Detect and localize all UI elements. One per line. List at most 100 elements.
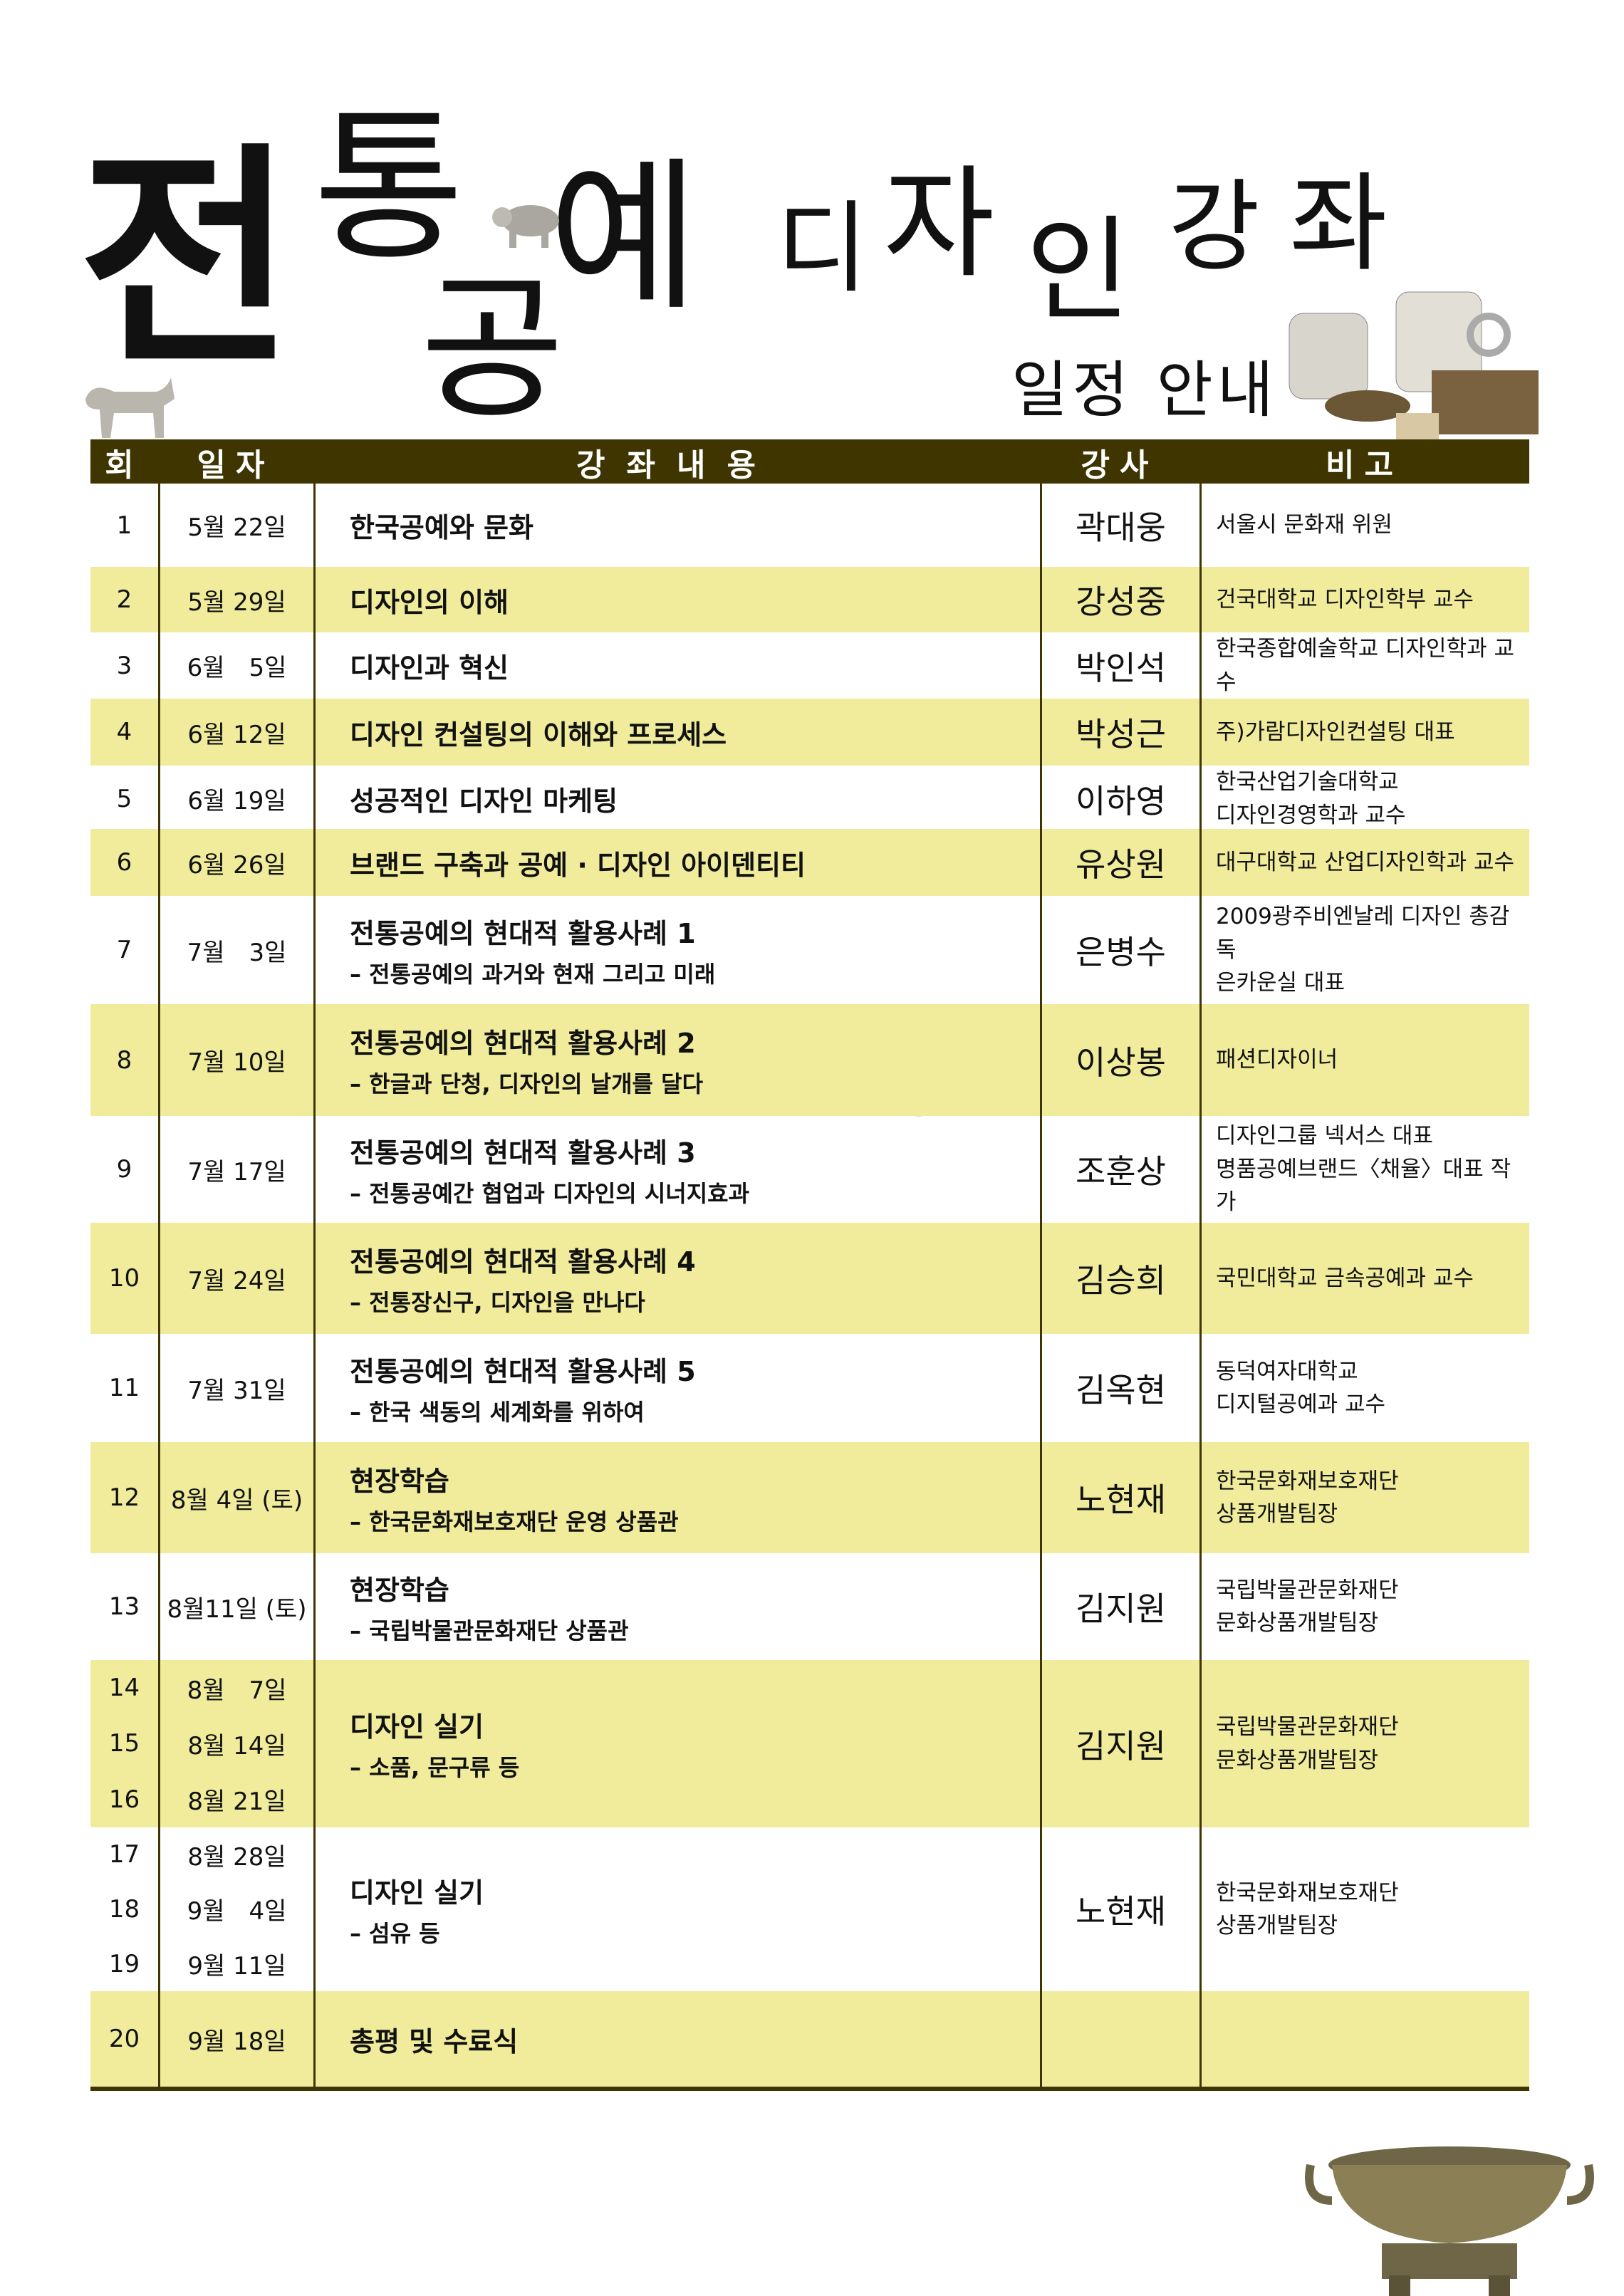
lecturer-affiliation: 국민대학교 금속공예과 교수	[1216, 1265, 1474, 1291]
row-note-cell	[1199, 1991, 1529, 2087]
table-row: 9 7월 17일 전통공예의 현대적 활용사례 3 – 전통공예간 협업과 디자인의 …	[90, 1116, 1529, 1223]
title-char: 디	[776, 191, 868, 307]
lecturer-affiliation: 국립박물관문화재단	[1216, 1577, 1399, 1603]
row-number-cell: 5	[90, 766, 158, 832]
row-lecturer-cell: 이상봉	[1040, 1004, 1199, 1116]
cups-icon	[1289, 291, 1539, 442]
row-date-cell: 7월 31일	[158, 1334, 313, 1442]
row-number-cell: 4	[90, 699, 158, 766]
lecture-title: 전통공예의 현대적 활용사례 5	[350, 1355, 696, 1387]
lecture-title: 현장학습	[350, 1465, 449, 1497]
row-date: 7월 10일	[187, 1048, 286, 1077]
title-char: 인	[1026, 204, 1131, 337]
row-note-cell: 한국문화재보호재단 상품개발팀장	[1199, 1442, 1529, 1553]
row-lecturer-cell: 유상원	[1040, 829, 1199, 896]
row-date: 8월 14일	[187, 1731, 286, 1760]
row-number: 15	[108, 1729, 140, 1758]
lecturer-affiliation: 서울시 문화재 위원	[1216, 512, 1393, 538]
row-date-cell: 6월 26일	[158, 829, 313, 896]
lecturer-name: 조훈상	[1076, 1152, 1166, 1191]
row-note-cell: 2009광주비엔날레 디자인 총감독 은카운실 대표	[1199, 896, 1529, 1004]
lecturer-name: 노현재	[1076, 1481, 1166, 1519]
row-lecturer-cell: 김옥현	[1040, 1334, 1199, 1442]
table-row: 12 8월 4일 (토) 현장학습 – 한국문화재보호재단 운영 상품관 노현재 한국문화…	[90, 1442, 1529, 1553]
table-row: 3 6월 5일 디자인과 혁신 박인석 한국종합예술학교 디자인학과 교수	[90, 632, 1529, 699]
row-date: 7월 31일	[187, 1376, 286, 1405]
row-number: 20	[108, 2025, 140, 2053]
row-note-cell: 건국대학교 디자인학부 교수	[1199, 567, 1529, 632]
lecture-title: 전통공예의 현대적 활용사례 1	[350, 917, 696, 949]
row-content-cell: 전통공예의 현대적 활용사례 1 – 전통공예의 과거와 현재 그리고 미래	[313, 896, 1040, 1004]
lecture-subtitle: – 전통장신구, 디자인을 만나다	[350, 1288, 645, 1316]
title-char: 예	[548, 143, 699, 333]
row-date-cell: 7월 3일	[158, 896, 313, 1004]
row-date: 8월 21일	[187, 1788, 286, 1817]
lecture-title: 전통공예의 현대적 활용사례 2	[350, 1028, 696, 1059]
row-note-cell: 국민대학교 금속공예과 교수	[1199, 1223, 1529, 1334]
row-content-cell: 디자인 실기 – 섬유 등	[313, 1827, 1040, 1991]
lecture-title: 브랜드 구축과 공예 · 디자인 아이덴티티	[350, 849, 806, 881]
row-date: 8월11일 (토)	[167, 1595, 307, 1624]
row-lecturer-cell: 노현재	[1040, 1442, 1199, 1553]
lecture-title: 디자인의 이해	[350, 586, 509, 618]
row-date-cell: 6월 12일	[158, 699, 313, 766]
row-date: 8월 4일 (토)	[170, 1486, 303, 1515]
row-content-cell: 디자인의 이해	[313, 567, 1040, 632]
lecture-title: 전통공예의 현대적 활용사례 4	[350, 1246, 696, 1278]
lecturer-name: 김지원	[1076, 1726, 1166, 1765]
row-number-cell: 6	[90, 829, 158, 896]
lecture-subtitle: – 전통공예의 과거와 현재 그리고 미래	[350, 960, 716, 988]
row-lecturer-cell	[1040, 1991, 1199, 2087]
row-content-cell: 한국공예와 문화	[313, 484, 1040, 567]
lecturer-affiliation: 명품공예브랜드〈채율〉대표 작가	[1216, 1156, 1511, 1216]
row-number-cell: 2	[90, 567, 158, 632]
row-content-cell: 총평 및 수료식	[313, 1991, 1040, 2087]
row-number: 7	[116, 936, 132, 964]
lecture-title: 한국공예와 문화	[350, 512, 533, 543]
row-number: 17	[108, 1840, 140, 1869]
lecturer-affiliation: 은카운실 대표	[1216, 970, 1345, 996]
header-lecturer: 강사	[1081, 447, 1159, 484]
lecturer-affiliation: 주)가람디자인컨설팅 대표	[1216, 719, 1455, 745]
row-content-cell: 현장학습 – 한국문화재보호재단 운영 상품관	[313, 1442, 1040, 1553]
table-header: 회 일자 강좌내용 강사 비고	[90, 439, 1529, 484]
row-note-cell: 국립박물관문화재단 문화상품개발팀장	[1199, 1660, 1529, 1827]
row-number: 18	[108, 1894, 140, 1924]
row-lecturer-cell: 은병수	[1040, 896, 1199, 1004]
row-date-cell: 7월 17일	[158, 1116, 313, 1223]
row-number: 16	[108, 1785, 140, 1814]
table-row: 17 18 19 8월 28일 9월 4일 9월 11일 디자인 실기 – 섬유 등 노현재 한국…	[90, 1827, 1529, 1991]
lecturer-name: 강성중	[1076, 583, 1166, 621]
row-number-cell: 12	[90, 1442, 158, 1553]
row-number: 1	[116, 511, 132, 540]
row-date: 7월 24일	[187, 1266, 286, 1295]
row-date-cell: 8월 4일 (토)	[158, 1442, 313, 1553]
table-body: 1 5월 22일 한국공예와 문화 곽대웅 서울시 문화재 위원 2 5월 29일 디자인의 …	[90, 484, 1529, 2087]
row-date: 6월 19일	[187, 787, 286, 815]
elephant-figurine-icon	[492, 205, 559, 248]
lecture-subtitle: – 한국 색동의 세계화를 위하여	[350, 1398, 645, 1426]
row-date-cell: 5월 22일	[158, 484, 313, 567]
table-row: 13 8월11일 (토) 현장학습 – 국립박물관문화재단 상품관 김지원 국립박물관문화…	[90, 1553, 1529, 1660]
row-content-cell: 브랜드 구축과 공예 · 디자인 아이덴티티	[313, 829, 1040, 896]
lecturer-name: 노현재	[1076, 1892, 1166, 1931]
title-char: 강	[1168, 169, 1260, 286]
row-content-cell: 디자인 실기 – 소품, 문구류 등	[313, 1660, 1040, 1827]
row-date: 9월 4일	[187, 1897, 287, 1926]
row-number-cell: 9	[90, 1116, 158, 1223]
row-content-cell: 전통공예의 현대적 활용사례 4 – 전통장신구, 디자인을 만나다	[313, 1223, 1040, 1334]
row-number: 4	[116, 718, 132, 746]
row-note-cell: 동덕여자대학교 디지털공예과 교수	[1199, 1334, 1529, 1442]
row-date-cell: 5월 29일	[158, 567, 313, 632]
row-lecturer-cell: 이하영	[1040, 766, 1199, 832]
row-number-cell: 8	[90, 1004, 158, 1116]
row-date: 6월 12일	[187, 720, 286, 749]
lecturer-name: 유상원	[1076, 845, 1166, 884]
row-number-cell: 11	[90, 1334, 158, 1442]
lecture-title: 디자인 실기	[350, 1877, 484, 1909]
lecturer-affiliation: 한국종합예술학교 디자인학과 교수	[1216, 636, 1514, 695]
row-content-cell: 디자인 컨설팅의 이해와 프로세스	[313, 699, 1040, 766]
lecture-subtitle: – 전통공예간 협업과 디자인의 시너지효과	[350, 1179, 750, 1207]
table-row: 14 15 16 8월 7일 8월 14일 8월 21일 디자인 실기 – 소품, 문구류 등…	[90, 1660, 1529, 1827]
row-number: 14	[108, 1674, 140, 1703]
